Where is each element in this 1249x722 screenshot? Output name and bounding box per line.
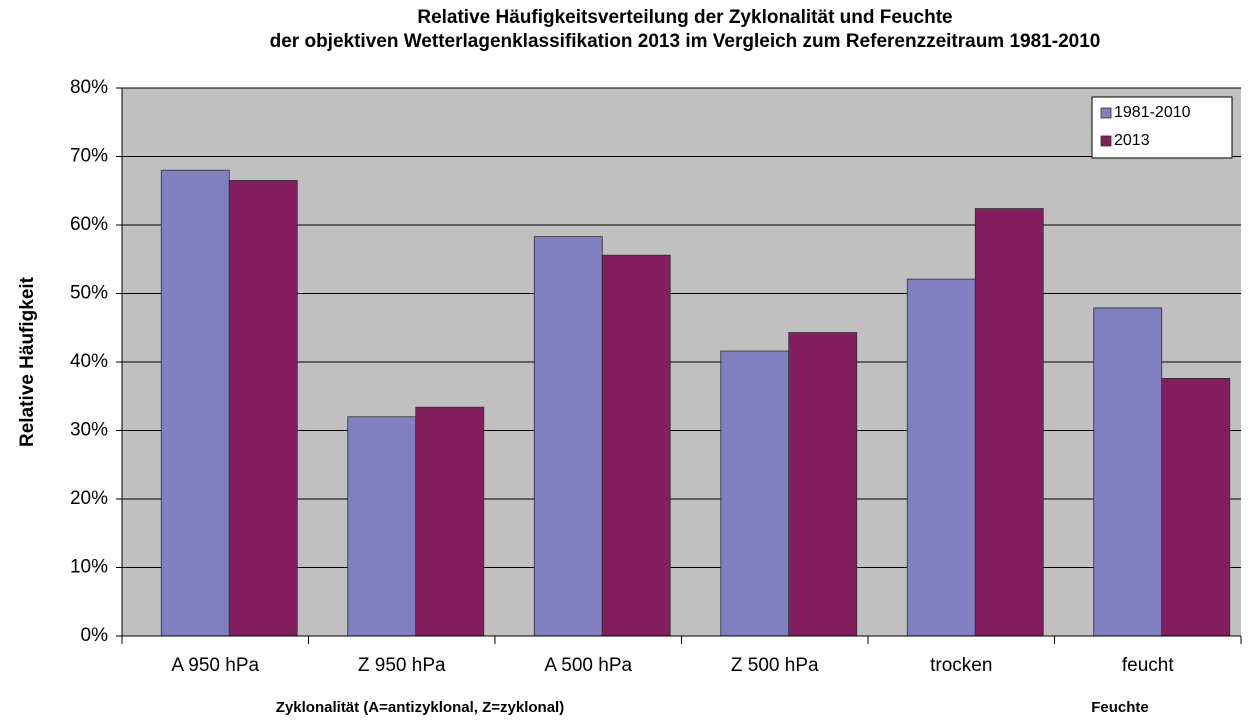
annotation: Zyklonalität (A=antizyklonal, Z=zyklonal… [276, 699, 564, 716]
x-tick-label: feucht [1122, 655, 1174, 676]
bar [1093, 307, 1163, 637]
y-axis-label: Relative Häufigkeit [17, 276, 38, 447]
legend-box [1091, 96, 1233, 159]
y-tick-label: 0% [81, 625, 109, 646]
chart-title: der objektiven Wetterlagenklassifikation… [270, 31, 1101, 52]
x-tick-label: A 950 hPa [171, 655, 259, 676]
bar [533, 236, 603, 637]
x-tick-label: Z 950 hPa [358, 655, 446, 676]
y-tick-label: 20% [70, 488, 108, 509]
bar [601, 254, 671, 637]
x-tick-label: Z 500 hPa [731, 655, 819, 676]
y-tick-label: 60% [70, 214, 108, 235]
bar [788, 332, 858, 637]
bar [906, 278, 976, 637]
bar [347, 416, 417, 637]
x-tick-label: trocken [930, 655, 992, 676]
x-tick-label: A 500 hPa [544, 655, 632, 676]
y-tick-label: 50% [70, 283, 108, 304]
bar [160, 169, 230, 637]
legend-swatch [1100, 107, 1112, 119]
annotation: Feuchte [1091, 699, 1149, 716]
bar [228, 180, 298, 637]
y-tick-label: 80% [70, 77, 108, 98]
bar [1161, 378, 1231, 637]
bar [974, 208, 1044, 637]
legend-swatch [1100, 135, 1112, 147]
chart-title: Relative Häufigkeitsverteilung der Zyklo… [417, 7, 952, 28]
y-tick-label: 30% [70, 420, 108, 441]
legend-label: 2013 [1114, 132, 1150, 149]
bar [415, 406, 485, 637]
y-tick-label: 70% [70, 146, 108, 167]
legend-label: 1981-2010 [1114, 104, 1191, 121]
y-tick-label: 40% [70, 351, 108, 372]
bar [720, 350, 790, 637]
y-tick-label: 10% [70, 557, 108, 578]
